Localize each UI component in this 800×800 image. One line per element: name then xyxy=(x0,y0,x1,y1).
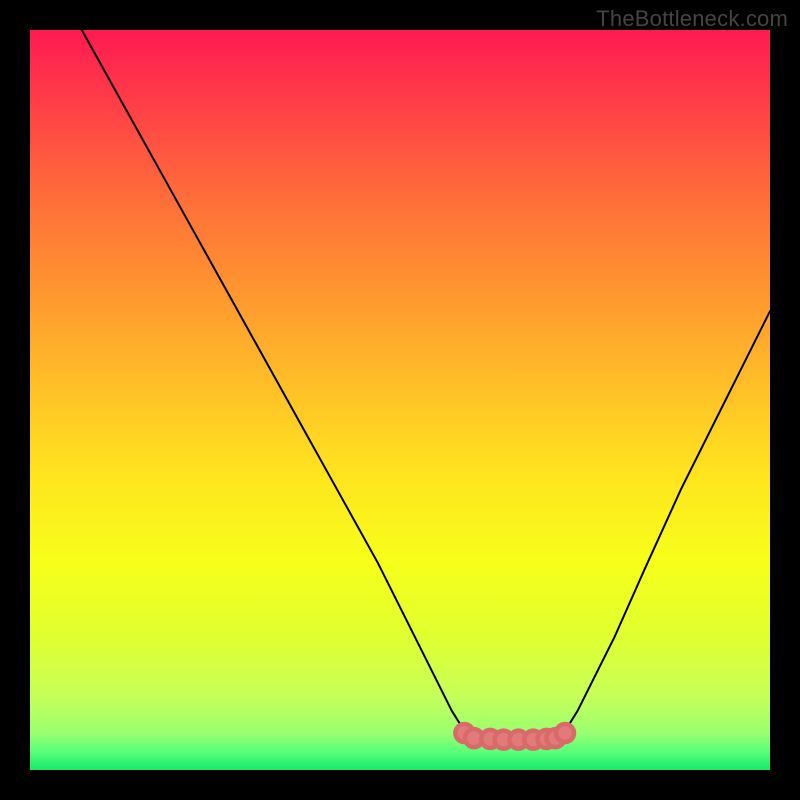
bottleneck-curve xyxy=(30,30,770,770)
marker-point xyxy=(556,724,574,742)
watermark-text: TheBottleneck.com xyxy=(596,6,788,32)
plot-area xyxy=(30,30,770,770)
